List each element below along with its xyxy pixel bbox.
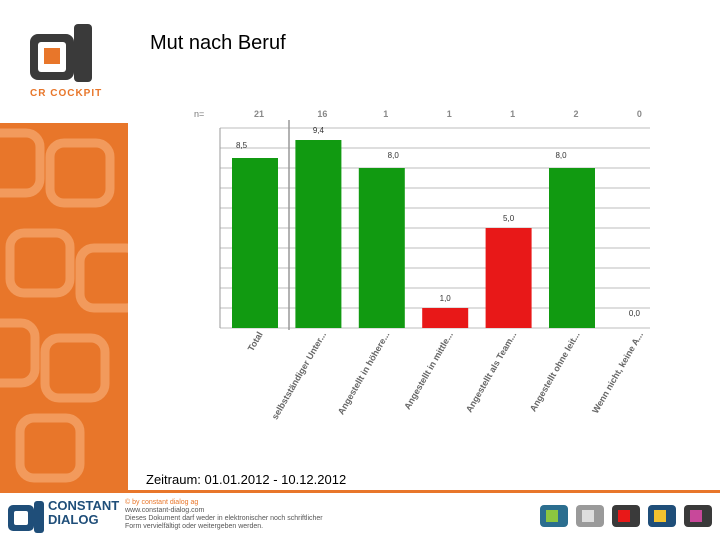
footer-notice: © by constant dialog ag www.constant-dia… (125, 499, 323, 531)
n-count: 1 (510, 109, 515, 119)
product-logo-icon (576, 505, 604, 527)
brand-line-1: CONSTANT (48, 498, 120, 513)
n-label: n= (194, 109, 204, 119)
bar (358, 168, 405, 328)
category-label: selbstständiger Unter... (270, 330, 328, 421)
product-logo-icon (540, 505, 568, 527)
pattern-icon (0, 128, 128, 483)
category-label: Angestellt in mittle... (402, 330, 455, 411)
cr-cockpit-logo-icon (30, 24, 92, 82)
data-label: 9,4 (313, 126, 325, 135)
data-label: 8,0 (388, 151, 400, 160)
n-count: 1 (383, 109, 388, 119)
page-title: Mut nach Beruf (150, 32, 286, 54)
product-logo-icon (648, 505, 676, 527)
sidebar-decoration (0, 123, 128, 490)
logo-text: CR COCKPIT (30, 88, 103, 99)
footer: CONSTANT DIALOG © by constant dialog ag … (0, 490, 720, 543)
sidebar: CR COCKPIT (0, 0, 128, 490)
category-label: Wenn nicht, keine A... (590, 330, 645, 415)
n-count: 2 (573, 109, 578, 119)
notice-line-2: Form vervielfältigt oder weitergeben wer… (125, 523, 264, 530)
category-label: Angestellt als Team... (464, 330, 518, 414)
data-label: 8,0 (555, 151, 567, 160)
category-label: Angestellt ohne leit... (528, 330, 582, 413)
product-logo-icon (684, 505, 712, 527)
bar (422, 308, 469, 328)
n-count: 21 (254, 109, 264, 119)
brand-line-2: DIALOG (48, 512, 99, 527)
category-label: Total (246, 330, 265, 353)
bar (485, 228, 532, 328)
product-logos (540, 505, 712, 527)
sidebar-logo-area: CR COCKPIT (0, 0, 128, 123)
n-count: 0 (637, 109, 642, 119)
copyright-text: © by constant dialog ag (125, 499, 199, 506)
notice-line-1: Dieses Dokument darf weder in elektronis… (125, 515, 323, 522)
bar (549, 168, 595, 328)
constant-dialog-logo-icon (8, 501, 44, 533)
website-link[interactable]: www.constant-dialog.com (125, 507, 205, 514)
bar (232, 158, 278, 328)
n-count: 16 (317, 109, 327, 119)
data-label: 8,5 (236, 141, 248, 150)
data-label: 1,0 (440, 294, 452, 303)
n-count: 1 (447, 109, 452, 119)
bar (295, 140, 342, 328)
period-label: Zeitraum: 01.01.2012 - 10.12.2012 (146, 472, 347, 487)
product-logo-icon (612, 505, 640, 527)
category-label: Angestellt in höhere... (336, 330, 392, 416)
footer-brand: CONSTANT DIALOG (48, 499, 119, 527)
data-label: 0,0 (629, 309, 641, 318)
data-label: 5,0 (503, 214, 515, 223)
